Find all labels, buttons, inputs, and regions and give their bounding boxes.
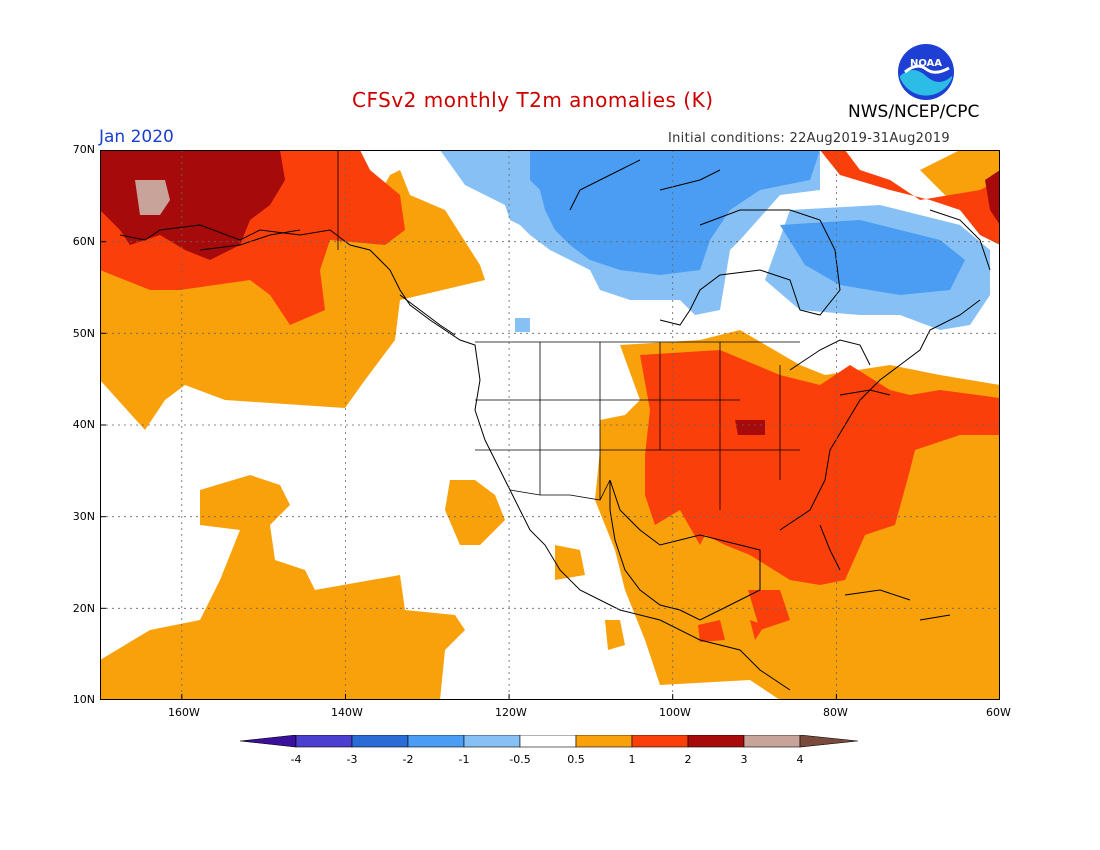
lon-label-100w: 100W (659, 706, 691, 719)
scale-label: 1 (629, 753, 636, 766)
lon-label-80w: 80W (823, 706, 848, 719)
scale-label: -0.5 (509, 753, 530, 766)
anomaly-shading-2-3 (100, 150, 1000, 435)
scale-label: -1 (459, 753, 470, 766)
anomaly-shading-3-4 (135, 180, 170, 215)
forecast-month-label: Jan 2020 (99, 127, 174, 147)
scale-label: 3 (741, 753, 748, 766)
map-title: CFSv2 monthly T2m anomalies (K) (352, 88, 714, 112)
lon-label-160w: 160W (168, 706, 200, 719)
lon-label-140w: 140W (331, 706, 363, 719)
lat-label-60n: 60N (72, 235, 95, 248)
scale-label: 0.5 (567, 753, 585, 766)
scale-label: -2 (403, 753, 414, 766)
lat-lon-grid (100, 150, 1000, 700)
coastlines (119, 159, 991, 691)
lat-label-20n: 20N (72, 602, 95, 615)
initial-conditions-label: Initial conditions: 22Aug2019-31Aug2019 (668, 131, 950, 146)
lat-label-30n: 30N (72, 510, 95, 523)
lon-label-60w: 60W (986, 706, 1011, 719)
agency-label: NWS/NCEP/CPC (848, 102, 980, 122)
lat-label-10n: 10N (72, 693, 95, 706)
noaa-logo-icon: NOAA (898, 44, 954, 100)
political-borders (337, 150, 800, 510)
temperature-anomaly-map (100, 150, 1000, 700)
color-scale-bar: -4 -3 -2 -1 -0.5 0.5 1 2 3 4 (239, 735, 859, 766)
axis-ticks (100, 241, 837, 700)
scale-label: -3 (347, 753, 358, 766)
anomaly-shading-neg2-neg1 (530, 150, 965, 295)
scale-label: 2 (685, 753, 692, 766)
scale-label: -4 (291, 753, 302, 766)
lat-label-70n: 70N (72, 143, 95, 156)
logo-text: NOAA (910, 58, 942, 69)
lon-label-120w: 120W (495, 706, 527, 719)
lat-label-50n: 50N (72, 327, 95, 340)
scale-label: 4 (797, 753, 804, 766)
lat-label-40n: 40N (72, 418, 95, 431)
